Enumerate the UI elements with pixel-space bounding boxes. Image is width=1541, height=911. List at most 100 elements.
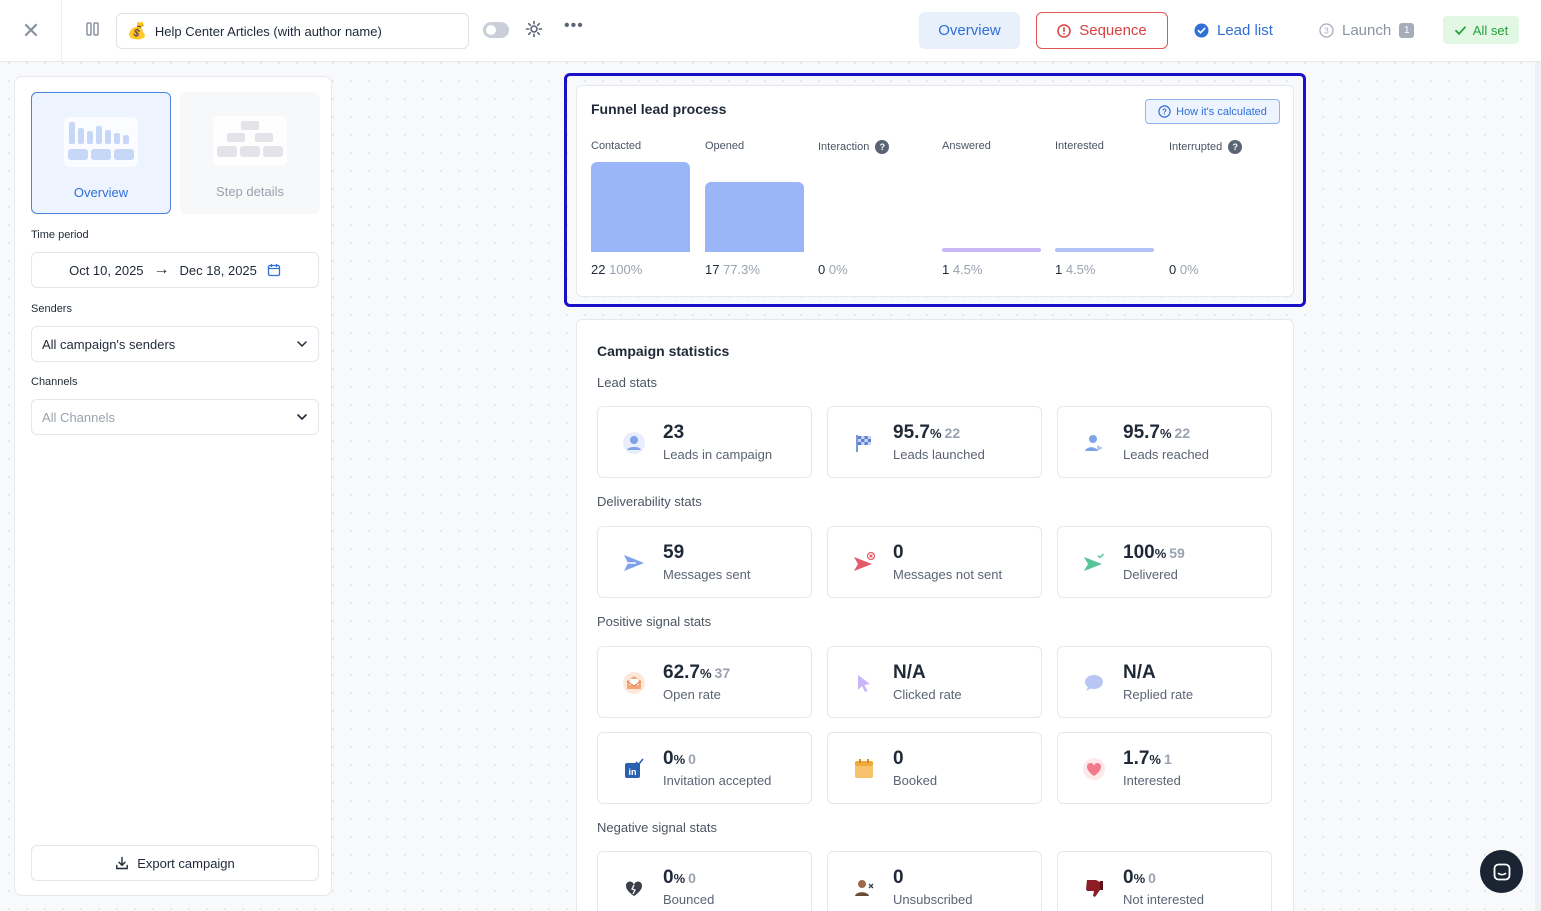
- campaign-toggle[interactable]: [483, 22, 509, 38]
- funnel-bar-area: [591, 162, 690, 252]
- stat-value: 0: [893, 867, 904, 889]
- scrollbar[interactable]: [1535, 62, 1541, 911]
- stat-unit: %: [673, 752, 686, 767]
- view-card-step-details-label: Step details: [216, 184, 284, 199]
- stat-label: Delivered: [1123, 567, 1178, 582]
- stat-value: 0% 0: [663, 867, 696, 889]
- user-remove-icon: [850, 874, 878, 902]
- funnel-stage-label: Interaction: [818, 141, 870, 153]
- stat-label: Messages not sent: [893, 567, 1003, 582]
- stat-unit: %: [699, 666, 712, 681]
- stat-number: 100: [1123, 542, 1155, 563]
- time-period-label: Time period: [31, 229, 89, 241]
- help-icon[interactable]: ?: [1228, 140, 1243, 154]
- stat-label: Invitation accepted: [663, 773, 772, 788]
- stat-number: 0: [663, 867, 674, 888]
- funnel-stage: Interested 1 4.5%: [1055, 140, 1155, 280]
- funnel-bar: [705, 182, 804, 252]
- funnel-bar: [942, 248, 1041, 252]
- stat-number: 62.7: [663, 662, 700, 683]
- stat-label: Leads reached: [1123, 447, 1210, 462]
- stat-count: 37: [714, 665, 731, 681]
- stat-label: Leads launched: [893, 447, 985, 462]
- view-card-overview[interactable]: Overview: [31, 92, 171, 214]
- channels-select[interactable]: All Channels: [31, 399, 319, 435]
- arrow-right-icon: →: [153, 261, 170, 278]
- stat-box: 0% 0 Not interested: [1057, 851, 1272, 911]
- calendar-icon: [267, 264, 281, 277]
- help-icon[interactable]: ?: [875, 140, 890, 154]
- stat-count: 0: [1148, 870, 1156, 886]
- tab-sequence[interactable]: Sequence: [1036, 12, 1168, 49]
- tab-lead-list[interactable]: Lead list: [1188, 12, 1279, 49]
- linkedin-icon: in: [620, 755, 648, 783]
- campaign-title-field[interactable]: 💰 Help Center Articles (with author name…: [116, 13, 469, 49]
- svg-text:?: ?: [1162, 107, 1167, 116]
- view-card-step-details[interactable]: Step details: [180, 92, 320, 214]
- stat-box: N/A Clicked rate: [827, 646, 1042, 718]
- close-icon[interactable]: ✕: [21, 18, 41, 43]
- how-calculated-button[interactable]: ? How it's calculated: [1145, 99, 1280, 124]
- stat-box: 62.7% 37 Open rate: [597, 646, 812, 718]
- funnel-bar-area: [1169, 162, 1268, 252]
- question-circle-icon: ?: [1158, 105, 1171, 118]
- divider: [61, 0, 62, 62]
- date-to: Dec 18, 2025: [179, 262, 257, 278]
- stat-number: 1.7: [1123, 748, 1150, 769]
- lead-stats-label: Lead stats: [597, 375, 657, 390]
- check-circle-icon: [1194, 23, 1209, 38]
- funnel-stage-count: 22: [591, 262, 610, 277]
- funnel-stage: Interaction? 0 0%: [818, 140, 918, 280]
- step-tree-illustration-icon: [213, 116, 287, 166]
- stat-value: N/A: [893, 662, 926, 684]
- gear-icon[interactable]: [524, 19, 544, 39]
- stat-unit: %: [1159, 426, 1172, 441]
- tab-overview[interactable]: Overview: [919, 12, 1020, 49]
- stat-label: Bounced: [663, 892, 715, 907]
- stat-value: 95.7% 22: [1123, 422, 1190, 444]
- stat-value: 1.7% 1: [1123, 748, 1172, 770]
- funnel-stage-name: Contacted: [591, 140, 641, 152]
- filters-sidebar: Overview Step details Time period Oct 10…: [14, 76, 332, 896]
- stat-box: 0% 0 Bounced: [597, 851, 812, 911]
- positive-signal-stats-label: Positive signal stats: [597, 614, 712, 629]
- stat-value: 100% 59: [1123, 542, 1185, 564]
- funnel-card: Funnel lead process ? How it's calculate…: [576, 85, 1294, 297]
- stat-box: N/A Replied rate: [1057, 646, 1272, 718]
- cursor-icon: [850, 669, 878, 697]
- status-label: All set: [1472, 22, 1509, 38]
- money-bag-icon: 💰: [127, 23, 147, 40]
- funnel-stage: Answered 1 4.5%: [942, 140, 1042, 280]
- stat-value: 59: [663, 542, 684, 564]
- stat-value: 0: [893, 542, 904, 564]
- stat-unit: %: [929, 426, 942, 441]
- status-badge: All set: [1443, 16, 1519, 44]
- alert-circle-icon: [1057, 23, 1071, 38]
- export-campaign-button[interactable]: Export campaign: [31, 845, 319, 881]
- stat-box: 0 Unsubscribed: [827, 851, 1042, 911]
- chevron-down-icon: [297, 414, 307, 421]
- sidebar-toggle-icon[interactable]: [85, 21, 101, 37]
- stat-number: 0: [1123, 867, 1134, 888]
- bar-chart-illustration-icon: [64, 117, 138, 167]
- stat-label: Unsubscribed: [893, 892, 973, 907]
- funnel-stage-percent: 4.5%: [952, 262, 983, 277]
- how-calculated-label: How it's calculated: [1176, 105, 1267, 118]
- funnel-bar-area: [1055, 162, 1154, 252]
- funnel-stage-label: Opened: [705, 140, 745, 152]
- stat-label: Replied rate: [1123, 687, 1194, 702]
- stat-label: Open rate: [663, 687, 721, 702]
- stat-label: Interested: [1123, 773, 1181, 788]
- tab-launch[interactable]: 3 Launch 1: [1313, 12, 1420, 49]
- funnel-stage-count: 1: [1055, 262, 1066, 277]
- stat-unit: %: [1149, 752, 1161, 767]
- more-options-icon[interactable]: •••: [564, 17, 584, 34]
- funnel-bar-area: [705, 162, 804, 252]
- funnel-stage-label: Answered: [942, 140, 991, 152]
- support-chat-button[interactable]: [1480, 850, 1523, 893]
- stat-label: Clicked rate: [893, 687, 962, 702]
- funnel-stage-name: Answered: [942, 140, 991, 152]
- senders-select[interactable]: All campaign's senders: [31, 326, 319, 362]
- stat-number: N/A: [1123, 662, 1156, 683]
- date-range-picker[interactable]: Oct 10, 2025 → Dec 18, 2025: [31, 252, 319, 288]
